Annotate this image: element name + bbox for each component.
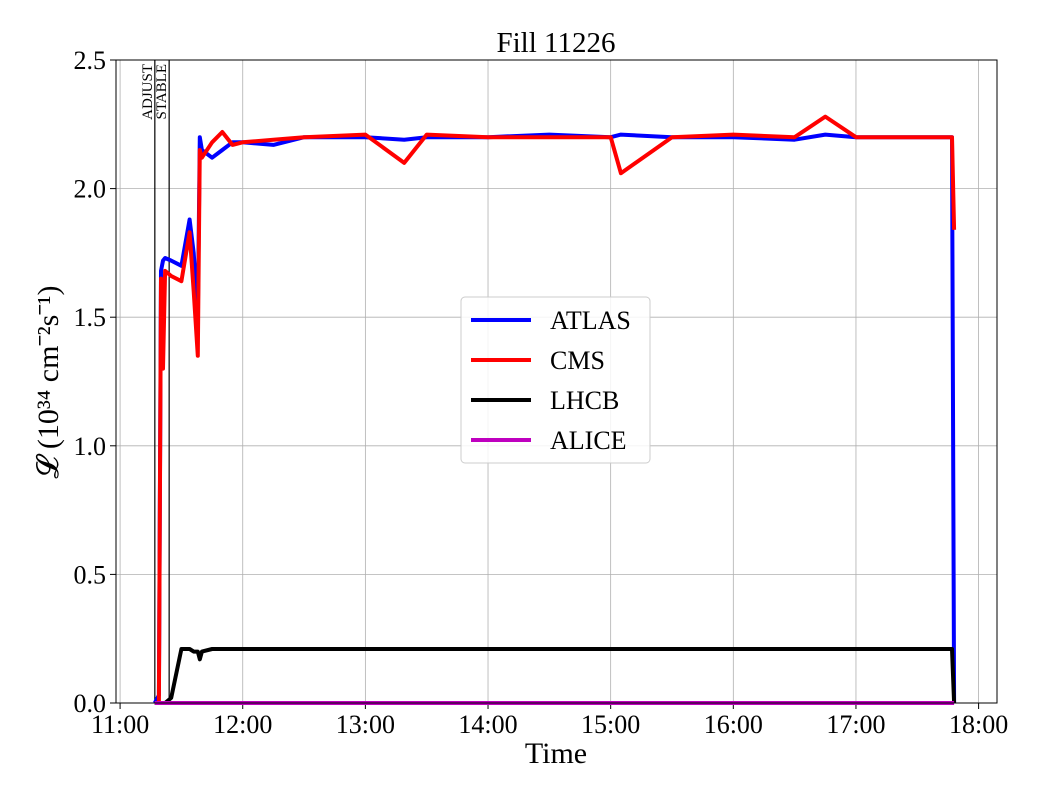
y-tick-label: 0.0: [74, 689, 107, 718]
series-line: [154, 114, 957, 705]
y-tick-label: 1.0: [74, 432, 107, 461]
y-axis-label: 𝓛 (10³⁴ cm⁻²s⁻¹): [32, 286, 65, 479]
phase-label: ADJUST: [140, 64, 156, 120]
legend-label: CMS: [550, 346, 605, 375]
x-tick-label: 15:00: [581, 710, 640, 739]
x-axis-label: Time: [525, 737, 587, 770]
phase-label: STABLE: [154, 64, 170, 119]
x-tick-label: 18:00: [949, 710, 1008, 739]
x-tick-label: 17:00: [826, 710, 885, 739]
y-tick-label: 2.5: [74, 46, 107, 75]
y-tick-label: 1.5: [74, 303, 107, 332]
chart-title: Fill 11226: [497, 27, 616, 59]
legend-label: LHCB: [550, 386, 619, 415]
x-tick-label: 12:00: [213, 710, 272, 739]
series-line: [154, 647, 957, 705]
x-tick-label: 11:00: [91, 710, 149, 739]
legend-label: ALICE: [550, 426, 627, 455]
y-tick-label: 0.5: [74, 560, 107, 589]
legend-box: [460, 296, 651, 464]
series-line: [153, 132, 957, 704]
x-tick-label: 13:00: [336, 710, 395, 739]
y-tick-label: 2.0: [74, 175, 107, 204]
plot-frame: [115, 59, 998, 704]
x-tick-label: 14:00: [458, 710, 517, 739]
x-tick-label: 16:00: [704, 710, 763, 739]
legend-label: ATLAS: [550, 306, 631, 335]
legend: ATLAS CMS LHCB ALICE: [460, 296, 651, 464]
